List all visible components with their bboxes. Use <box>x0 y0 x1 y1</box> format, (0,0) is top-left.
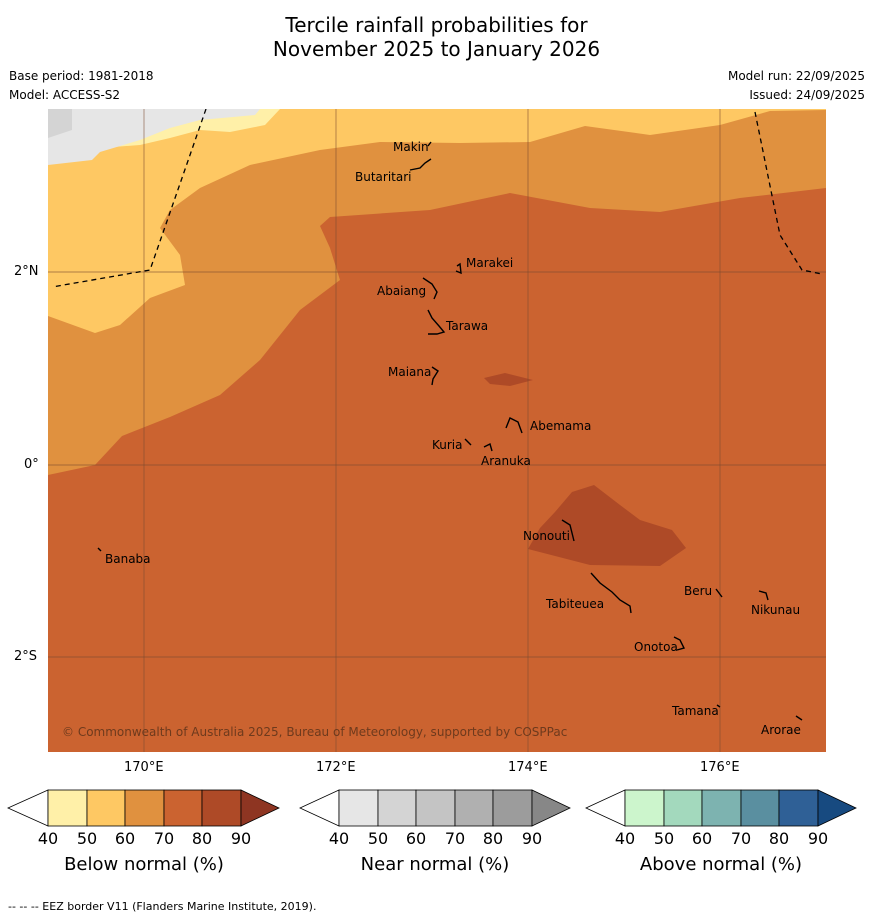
title-line-1: Tercile rainfall probabilities for <box>285 13 588 37</box>
island-label-tabiteuea: Tabiteuea <box>546 597 605 611</box>
cb3-tick: 70 <box>730 829 752 848</box>
colorbar-near-normal <box>299 789 571 827</box>
lat-label-0: 0° <box>24 457 39 472</box>
island-label-tarawa: Tarawa <box>446 319 489 333</box>
lon-label-170e: 170°E <box>124 760 164 775</box>
region-50 <box>48 109 826 333</box>
cb1-tick: 60 <box>114 829 136 848</box>
cb2-tick: 90 <box>521 829 543 848</box>
colorbar-label-below-normal: Below normal (%) <box>64 854 224 875</box>
region-near-normal <box>48 109 260 165</box>
colorbar-above-normal <box>585 789 857 827</box>
title-line-2: November 2025 to January 2026 <box>272 37 601 61</box>
cb2-tick: 70 <box>444 829 466 848</box>
model-name: Model: ACCESS-S2 <box>9 88 121 102</box>
island-outlines <box>97 141 803 721</box>
base-period: Base period: 1981-2018 <box>9 69 154 83</box>
island-label-banaba: Banaba <box>105 552 151 566</box>
cb1-tick: 40 <box>37 829 59 848</box>
issued-date: Issued: 24/09/2025 <box>749 88 865 102</box>
cb2-tick: 50 <box>367 829 389 848</box>
island-label-nikunau: Nikunau <box>751 603 801 617</box>
lon-label-174e: 174°E <box>508 760 548 775</box>
island-label-tamana: Tamana <box>672 704 719 718</box>
cb1-tick: 90 <box>230 829 252 848</box>
region-near-normal-dark <box>48 109 72 138</box>
cb3-tick: 60 <box>691 829 713 848</box>
map-panel <box>48 109 826 752</box>
region-80-south <box>528 485 686 566</box>
cb1-tick: 70 <box>153 829 175 848</box>
cb3-tick: 80 <box>768 829 790 848</box>
island-label-onotoa: Onotoa <box>634 640 678 654</box>
model-run-date: Model run: 22/09/2025 <box>727 69 865 83</box>
eez-footer-note: -- -- -- EEZ border V11 (Flanders Marine… <box>8 900 317 913</box>
island-label-nonouti: Nonouti <box>523 529 570 543</box>
island-label-arorae: Arorae <box>761 723 801 737</box>
colorbar-label-above-normal: Above normal (%) <box>639 854 803 875</box>
region-80-north <box>484 373 533 386</box>
colorbar-label-near-normal: Near normal (%) <box>360 854 510 875</box>
cb2-tick: 60 <box>405 829 427 848</box>
region-60 <box>48 109 826 475</box>
island-label-beru: Beru <box>684 584 713 598</box>
island-label-butaritari: Butaritari <box>355 170 412 184</box>
island-label-makin: Makin <box>393 140 429 154</box>
cb3-tick: 40 <box>614 829 636 848</box>
island-label-aranuka: Aranuka <box>481 454 531 468</box>
lon-label-176e: 176°E <box>700 760 740 775</box>
island-label-maiana: Maiana <box>388 365 432 379</box>
cb3-tick: 50 <box>653 829 675 848</box>
island-label-abemama: Abemama <box>530 419 592 433</box>
island-label-kuria: Kuria <box>432 438 463 452</box>
colorbar-below-normal <box>7 789 280 827</box>
gridlines <box>48 109 826 752</box>
cb1-tick: 80 <box>191 829 213 848</box>
lat-label-2s: 2°S <box>14 649 38 664</box>
island-label-marakei: Marakei <box>466 256 514 270</box>
cb1-tick: 50 <box>76 829 98 848</box>
cb3-tick: 90 <box>807 829 829 848</box>
island-label-abaiang: Abaiang <box>377 284 427 298</box>
lat-label-2n: 2°N <box>14 264 39 279</box>
copyright-notice: © Commonwealth of Australia 2025, Bureau… <box>62 725 568 739</box>
lon-label-172e: 172°E <box>316 760 356 775</box>
eez-border <box>51 109 823 288</box>
cb2-tick: 80 <box>482 829 504 848</box>
cb2-tick: 40 <box>328 829 350 848</box>
